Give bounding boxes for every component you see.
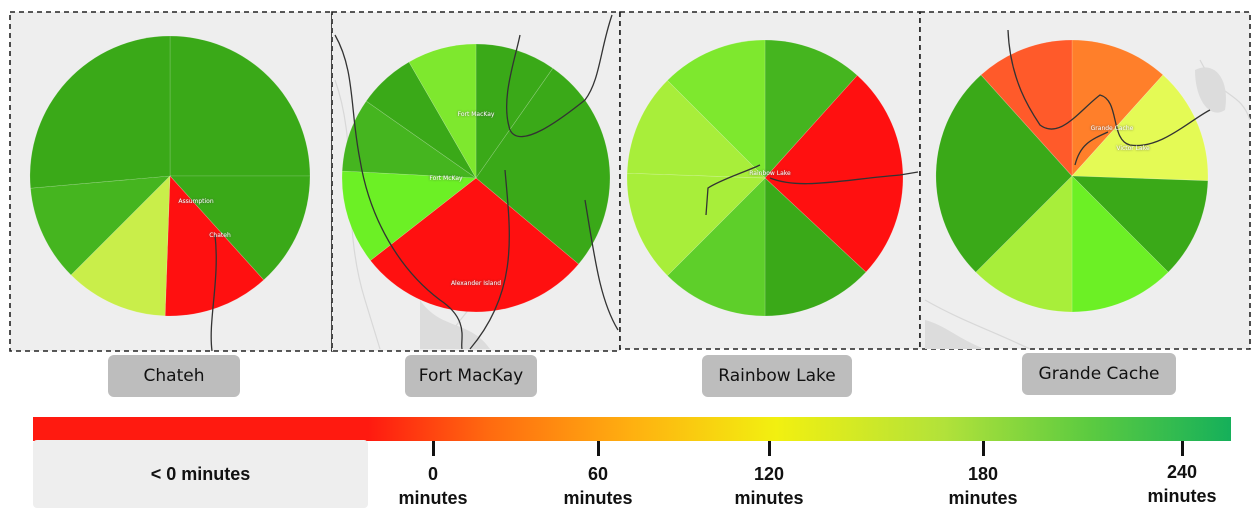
legend-negative-label: < 0 minutes [33,440,368,508]
legend-tick-label: 240 minutes [1127,460,1237,508]
pie-sector [408,43,477,180]
pie-sector [764,74,904,273]
map-place-label: Alexander Island [450,280,502,287]
tick-value: 240 [1166,462,1198,482]
pie-rainbow-lake [626,39,904,317]
pie-sector [666,39,766,179]
pie-sector [1071,175,1209,273]
pie-sector [1071,74,1209,182]
tick-unit: minutes [398,488,468,508]
map-place-label: Fort McKay [429,175,463,182]
legend-gradient-bar [33,417,1231,441]
legend-tick-label: 120 minutes [714,462,824,510]
legend-tick-mark [432,441,435,456]
panel-label-rainbow-lake: Rainbow Lake [702,355,852,397]
legend-tick-mark [982,441,985,456]
pie-fort-mackay [341,43,611,313]
legend-tick-label: 180 minutes [928,462,1038,510]
tick-unit: minutes [948,488,1018,508]
pie-sector [975,175,1073,313]
map-place-label: Victor Lake [1116,145,1150,152]
pie-sector [30,175,171,276]
legend-tick-mark [597,441,600,456]
pie-sector [29,35,171,189]
tick-unit: minutes [1147,486,1217,506]
tick-value: 0 [427,464,438,484]
legend-tick-label: 60 minutes [543,462,653,510]
pie-sector [365,61,477,179]
pie-sector [935,74,1073,273]
pie-sector [341,100,478,179]
pie-sector [980,39,1073,177]
panel-label-grande-cache: Grande Cache [1022,353,1176,395]
legend-tick-label: 0 minutes [378,462,488,510]
pie-sector [666,177,766,317]
tick-unit: minutes [734,488,804,508]
pie-sector [369,177,580,313]
pie-sector [626,172,766,277]
pie-sector [341,170,477,261]
pie-sector [764,177,867,317]
pie-sector [164,175,265,317]
pie-sector [1071,175,1169,313]
pie-sector [169,175,311,281]
pie-sector [626,79,766,179]
tick-unit: minutes [563,488,633,508]
pie-chateh [29,35,311,317]
pie-sector [169,35,311,177]
tick-value: 180 [967,464,999,484]
tick-value: 120 [753,464,785,484]
pie-sector [70,175,171,317]
map-place-label: Grande Cache [1090,125,1134,132]
tick-value: 60 [587,464,609,484]
roads [210,14,1211,352]
pie-grande-cache [935,39,1209,313]
pie-sector [764,39,858,179]
panel-label-fort-mackay: Fort MacKay [405,355,537,397]
legend-tick-mark [768,441,771,456]
map-place-label: Rainbow Lake [749,170,791,177]
map-place-label: Fort MacKay [457,111,495,118]
legend-tick-mark [1181,441,1184,456]
map-place-label: Assumption [178,198,214,205]
panel-label-chateh: Chateh [108,355,240,397]
water-bodies [420,67,1226,349]
map-place-label: Chateh [209,232,231,239]
pie-sector [1071,39,1164,177]
